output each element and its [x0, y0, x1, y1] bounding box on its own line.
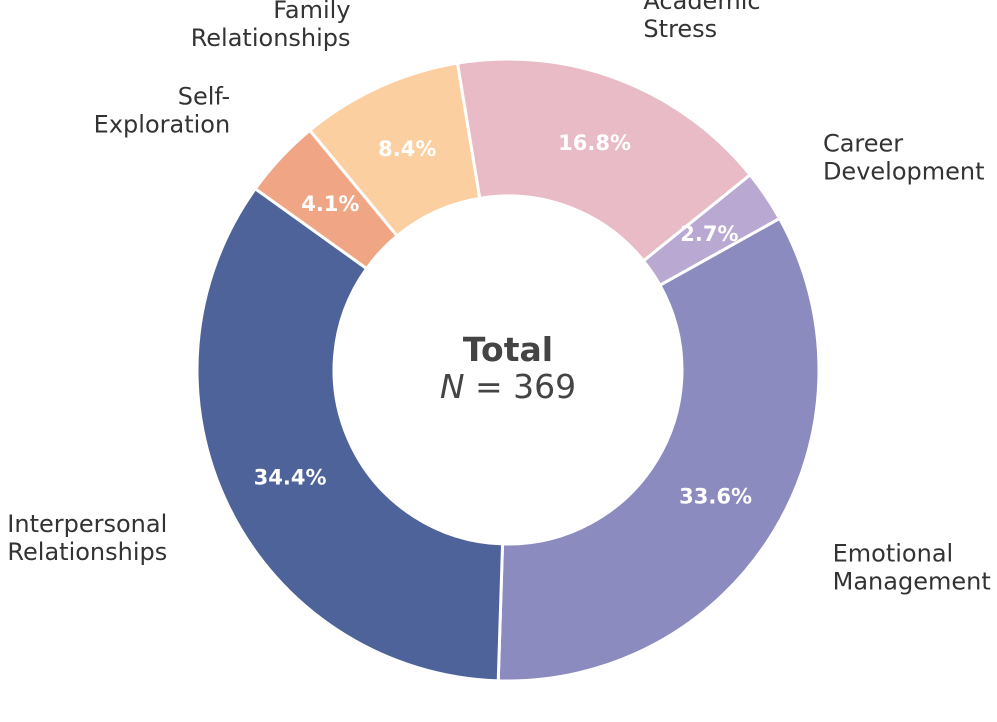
center-n-equals: = — [465, 367, 514, 406]
category-label-family-relationships: Family Relationships — [191, 0, 351, 52]
slice-academic-stress — [455, 57, 752, 263]
category-label-line: Exploration — [94, 111, 231, 139]
category-label-interpersonal-relationships: Interpersonal Relationships — [7, 510, 167, 566]
center-n-value: 369 — [513, 367, 576, 406]
category-labels: Emotional Management Career Development Acad… — [7, 0, 990, 596]
category-label-line: Emotional — [833, 540, 954, 568]
center-n-symbol: N — [440, 367, 465, 406]
category-label-emotional-management: Emotional Management — [833, 540, 991, 596]
percent-label-career-development: 2.7% — [680, 222, 738, 246]
category-label-line: Career — [823, 129, 903, 157]
category-label-line: Stress — [643, 15, 717, 43]
percent-label-emotional-management: 33.6% — [679, 484, 752, 508]
center-total: N = 369 — [440, 367, 576, 406]
slice-interpersonal-relationships — [195, 187, 505, 683]
donut-slices — [195, 57, 821, 683]
category-label-line: Relationships — [191, 24, 351, 52]
category-label-line: Relationships — [7, 538, 167, 566]
percent-label-interpersonal-relationships: 34.4% — [254, 466, 327, 490]
slice-emotional-management — [496, 216, 821, 683]
percent-label-academic-stress: 16.8% — [558, 131, 631, 155]
category-label-line: Family — [273, 0, 350, 24]
percent-label-self-exploration: 4.1% — [301, 192, 359, 216]
category-label-career-development: Career Development — [823, 129, 985, 185]
category-label-line: Self- — [178, 83, 230, 111]
category-label-academic-stress: Academic Stress — [643, 0, 760, 43]
percent-labels: 33.6% 2.7% 16.8% 8.4% 4.1% 34.4% — [254, 131, 752, 508]
category-label-self-exploration: Self-Exploration — [94, 83, 231, 139]
category-label-line: Management — [833, 568, 991, 596]
category-label-line: Academic — [643, 0, 760, 15]
center-title: Total — [463, 330, 553, 369]
category-label-line: Interpersonal — [7, 510, 167, 538]
category-label-line: Development — [823, 157, 985, 185]
percent-label-family-relationships: 8.4% — [378, 137, 436, 161]
